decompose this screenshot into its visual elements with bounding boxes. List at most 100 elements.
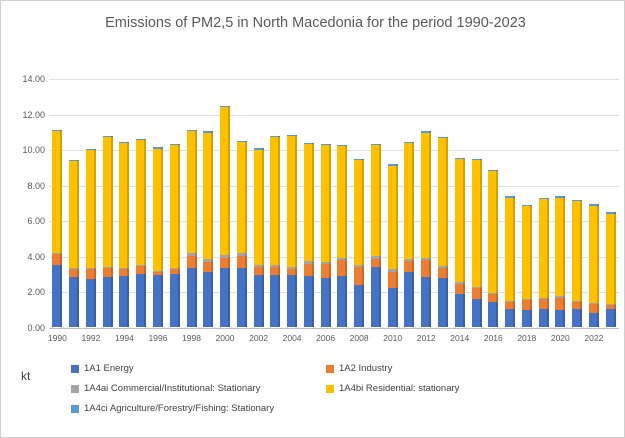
bar-segment [253, 264, 264, 268]
bar-segment [69, 269, 80, 278]
bar-segment [303, 263, 314, 277]
bar-segment [421, 260, 432, 278]
legend-label: 1A4ci Agriculture/Forestry/Fishing: Stat… [84, 403, 275, 414]
bar-segment [354, 160, 365, 265]
bar-2008 [354, 158, 365, 327]
bar-segment [203, 262, 214, 272]
bar-segment [488, 170, 499, 293]
bar-segment [454, 158, 465, 160]
bar-segment [505, 301, 516, 303]
bar-segment [572, 199, 583, 202]
bar-segment [85, 278, 96, 327]
bar-segment [287, 136, 298, 267]
bar-segment [605, 309, 616, 327]
bar-segment [169, 269, 180, 274]
bar-segment [337, 260, 348, 277]
bar-segment [253, 148, 264, 150]
bar-1998 [186, 129, 197, 327]
bar-segment [203, 132, 214, 259]
bar-segment [119, 276, 130, 327]
bar-segment [236, 268, 247, 327]
bar-segment [186, 253, 197, 256]
bar-segment [488, 169, 499, 171]
x-tick-label: 2018 [517, 333, 537, 343]
bar-segment [572, 301, 583, 309]
bar-segment [102, 268, 113, 278]
bar-segment [119, 268, 130, 270]
bar-segment [370, 258, 381, 268]
bar-segment [404, 271, 415, 327]
bar-segment [136, 273, 147, 327]
bar-segment [186, 255, 197, 269]
x-tick-label: 2022 [584, 333, 604, 343]
legend-label: 1A1 Energy [84, 363, 134, 374]
bar-segment [555, 296, 566, 298]
plot-area [49, 79, 619, 329]
x-tick-label: 2014 [450, 333, 470, 343]
y-tick-label: 10.00 [22, 145, 45, 156]
bar-2010 [387, 164, 398, 327]
bar-segment [588, 205, 599, 304]
bar-segment [69, 161, 80, 269]
bar-segment [337, 145, 348, 258]
x-tick-label: 2016 [483, 333, 503, 343]
x-tick-label: 1994 [114, 333, 134, 343]
bar-segment [370, 255, 381, 259]
bar-segment [337, 144, 348, 146]
bar-segment [303, 142, 314, 145]
bar-segment [354, 285, 365, 327]
x-tick-label: 1996 [148, 333, 168, 343]
bar-segment [119, 269, 130, 277]
bar-1996 [152, 147, 163, 327]
bar-segment [437, 137, 448, 267]
bar-segment [102, 277, 113, 327]
bar-segment [169, 268, 180, 270]
bar-segment [220, 106, 231, 255]
bar-segment [203, 131, 214, 133]
bar-segment [203, 271, 214, 327]
bar-segment [488, 294, 499, 303]
bar-segment [270, 264, 281, 268]
bar-segment [220, 105, 231, 107]
bar-segment [588, 303, 599, 305]
gridline [49, 114, 619, 116]
bar-segment [69, 268, 80, 270]
bar-segment [85, 268, 96, 270]
bar-segment [102, 135, 113, 138]
bar-1990 [52, 129, 63, 327]
y-tick-label: 6.00 [27, 216, 45, 227]
y-tick-label: 2.00 [27, 287, 45, 298]
bar-segment [152, 147, 163, 149]
x-tick-label: 1990 [47, 333, 67, 343]
bar-2014 [454, 158, 465, 327]
bar-segment [521, 298, 532, 300]
bar-segment [287, 269, 298, 276]
bar-1992 [85, 149, 96, 327]
bar-segment [555, 196, 566, 198]
gridline [49, 328, 619, 329]
bar-segment [69, 277, 80, 327]
bar-segment [102, 137, 113, 268]
bar-segment [186, 130, 197, 254]
bar-segment [454, 159, 465, 283]
bar-segment [370, 143, 381, 146]
bar-segment [505, 196, 516, 198]
bar-segment [404, 143, 415, 259]
bar-2012 [421, 131, 432, 327]
legend-swatch-icon [71, 384, 79, 393]
bar-segment [437, 136, 448, 138]
bar-1997 [169, 143, 180, 327]
bar-2017 [505, 196, 516, 327]
bar-segment [437, 266, 448, 269]
bar-segment [572, 300, 583, 302]
bar-segment [387, 165, 398, 270]
bar-segment [572, 308, 583, 327]
y-tick-label: 12.00 [22, 109, 45, 120]
legend-item-4: 1A4ci Agriculture/Forestry/Fishing: Stat… [71, 403, 316, 414]
legend-swatch-icon [326, 364, 334, 373]
bar-segment [320, 262, 331, 264]
bar-segment [454, 294, 465, 327]
bar-segment [337, 276, 348, 327]
bar-segment [354, 264, 365, 268]
bar-segment [102, 267, 113, 269]
